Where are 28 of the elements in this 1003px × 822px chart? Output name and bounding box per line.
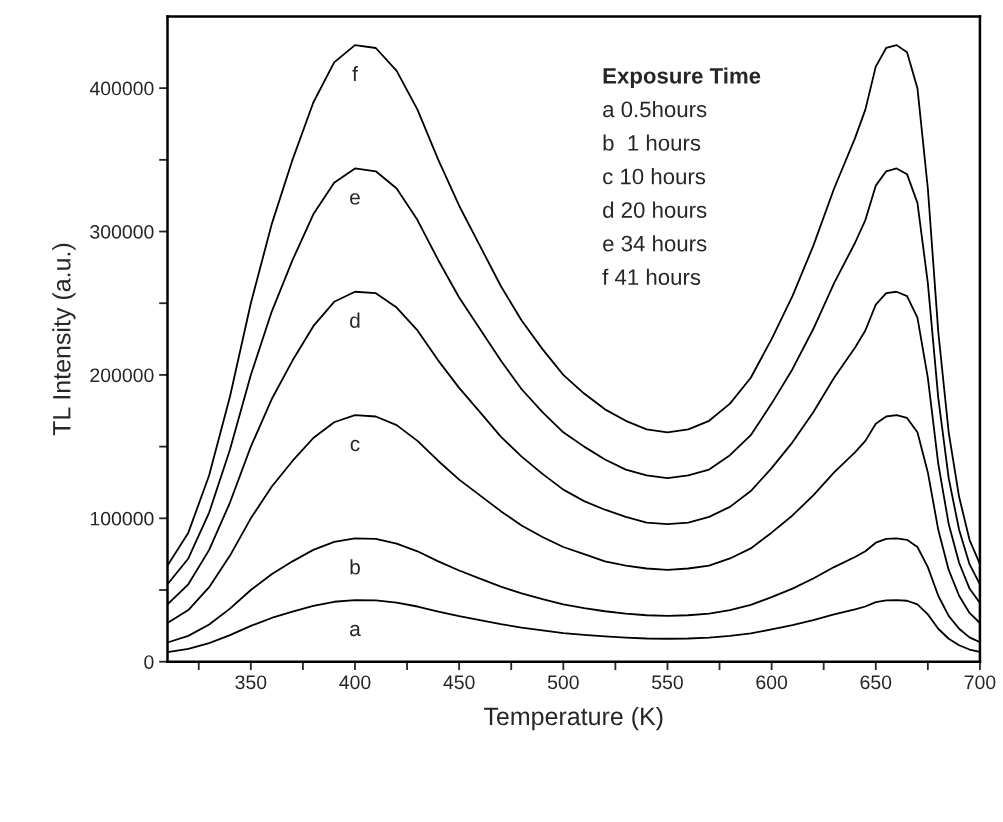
series-label: d — [350, 312, 360, 328]
x-tick-label: 500 — [547, 675, 579, 690]
x-tick-label: 550 — [652, 675, 683, 690]
x-tick-label: 700 — [964, 675, 996, 690]
series-label: e — [350, 193, 360, 205]
y-axis-title: TL Intensity (a.u.) — [52, 243, 76, 436]
annotation: d 20 hours — [603, 201, 707, 218]
y-tick-label: 100000 — [90, 511, 154, 526]
annotation: Exposure Time — [603, 67, 761, 89]
y-tick-label: 300000 — [90, 225, 154, 239]
annotation: a 0.5hours — [603, 100, 707, 118]
series-label: c — [350, 439, 360, 452]
annotation: c 10 hours — [603, 168, 706, 185]
x-tick-label: 400 — [339, 675, 371, 690]
series-label: b — [350, 559, 360, 575]
y-tick-label: 0 — [144, 655, 154, 669]
x-axis-title: Temperature (K) — [483, 706, 663, 731]
x-tick-label: 450 — [443, 675, 475, 690]
y-tick-label: 400000 — [89, 81, 154, 96]
annotation: b 1 hours — [603, 134, 701, 151]
annotation: e 34 hours — [603, 235, 707, 252]
y-tick-label: 200000 — [90, 368, 154, 383]
x-tick-label: 350 — [235, 675, 267, 690]
x-tick-label: 650 — [860, 675, 892, 690]
series-label: f — [352, 65, 358, 82]
series-label: a — [350, 624, 361, 637]
x-tick-label: 600 — [756, 675, 788, 690]
annotation: f 41 hours — [602, 268, 701, 286]
